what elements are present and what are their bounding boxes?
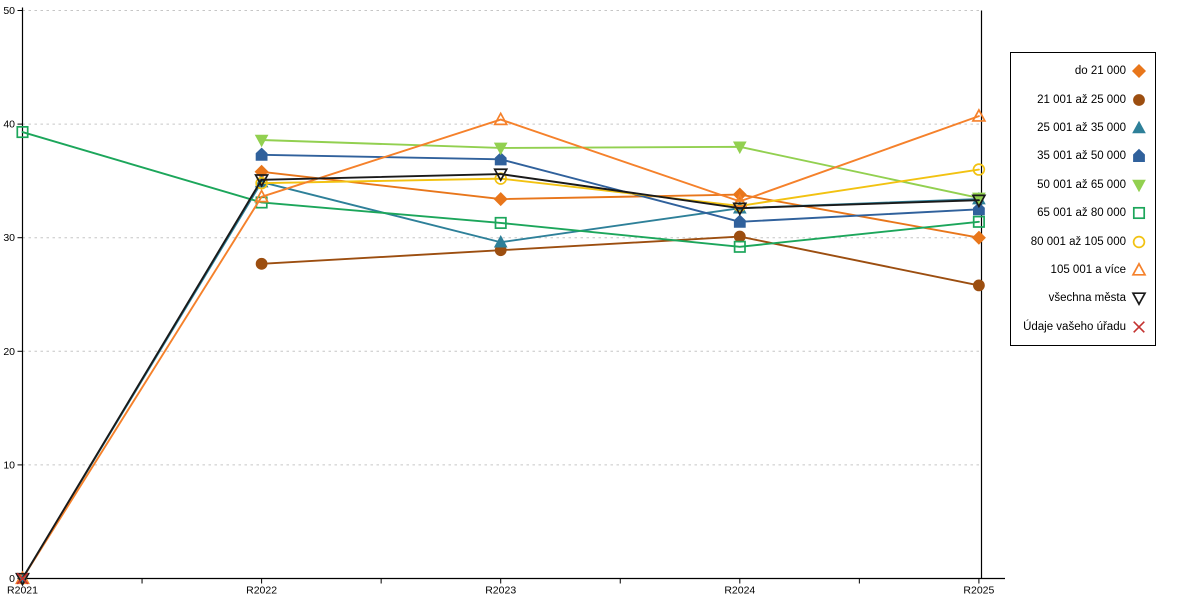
legend-item-80-001-az-105-000: 80 001 až 105 000 <box>1015 228 1147 256</box>
data-point-21-001-az-25-000 <box>973 279 985 292</box>
series-line-65-001-az-80-000 <box>21 131 980 248</box>
series-line-80-001-az-105-000 <box>260 168 980 207</box>
legend-glyph <box>1132 120 1146 134</box>
legend-marker-vsechna-mesta-icon <box>1131 292 1147 307</box>
legend-marker-udaje-vaseho-uradu-icon <box>1133 320 1145 333</box>
data-point-65-001-az-80-000 <box>494 216 507 229</box>
data-point-105-001-a-vice <box>732 193 748 207</box>
data-point-50-001-az-65-000 <box>493 142 508 156</box>
legend-item-udaje-vaseho-uradu: Údaje vašeho úřadu <box>1015 313 1147 341</box>
legend-label-50-001-az-65-000: 50 001 až 65 000 <box>1037 178 1126 191</box>
data-point-35-001-az-50-000 <box>494 152 507 166</box>
legend-item-35-001-az-50-000: 35 001 až 50 000 <box>1015 142 1147 170</box>
legend-marker-65-001-az-80-000-icon <box>1132 207 1146 220</box>
y-axis-tick-label: 50 <box>3 5 15 17</box>
legend-item-21-001-az-25-000: 21 001 až 25 000 <box>1015 86 1147 114</box>
series-line-21-001-az-25-000 <box>260 235 980 287</box>
legend-label-udaje-vaseho-uradu: Údaje vašeho úřadu <box>1023 320 1126 333</box>
legend-item-50-001-az-65-000: 50 001 až 65 000 <box>1015 171 1147 199</box>
legend-glyph <box>1133 149 1145 163</box>
x-axis-tick-label: R2023 <box>485 585 516 597</box>
legend-marker-do-21-000-icon <box>1131 64 1147 79</box>
x-axis-tick-label: R2022 <box>246 585 277 597</box>
legend-marker-80-001-az-105-000-icon <box>1132 235 1146 248</box>
legend-glyph <box>1131 64 1147 79</box>
legend-item-25-001-az-35-000: 25 001 až 35 000 <box>1015 114 1147 142</box>
x-axis-tick-label: R2025 <box>963 585 994 597</box>
legend-label-21-001-az-25-000: 21 001 až 25 000 <box>1037 93 1126 106</box>
series-line-50-001-az-65-000 <box>260 139 980 199</box>
data-point-udaje-vaseho-uradu <box>16 572 29 585</box>
chart-legend: do 21 000 21 001 až 25 000 25 001 až 35 00… <box>1010 52 1156 346</box>
data-point-vsechna-mesta <box>971 194 987 209</box>
data-point-65-001-az-80-000 <box>16 126 29 139</box>
x-axis-tick-label: R2021 <box>7 585 38 597</box>
legend-glyph <box>1132 179 1146 192</box>
legend-label-vsechna-mesta: všechna města <box>1048 292 1126 305</box>
data-point-65-001-az-80-000 <box>733 240 746 253</box>
legend-glyph <box>1133 320 1145 333</box>
legend-glyph <box>1131 292 1147 307</box>
legend-item-65-001-az-80-000: 65 001 až 80 000 <box>1015 199 1147 227</box>
data-point-35-001-az-50-000 <box>733 214 746 228</box>
legend-glyph <box>1131 261 1147 276</box>
data-point-80-001-az-105-000 <box>255 176 268 190</box>
legend-marker-50-001-az-65-000-icon <box>1132 179 1146 192</box>
y-axis-tick-label: 0 <box>9 573 15 585</box>
data-point-21-001-az-25-000 <box>255 257 268 270</box>
legend-glyph <box>1133 93 1145 106</box>
data-point-vsechna-mesta <box>493 168 509 183</box>
y-axis-tick-label: 40 <box>3 119 15 131</box>
legend-item-105-001-a-vice: 105 001 a více <box>1015 256 1147 284</box>
legend-marker-35-001-az-50-000-icon <box>1133 149 1145 163</box>
legend-glyph <box>1132 235 1146 248</box>
legend-marker-21-001-az-25-000-icon <box>1133 93 1145 106</box>
y-axis-tick-label: 10 <box>3 459 15 471</box>
data-point-vsechna-mesta <box>732 202 748 217</box>
y-axis-tick-label: 20 <box>3 346 15 358</box>
x-axis-tick-label: R2024 <box>724 585 755 597</box>
data-point-vsechna-mesta <box>15 572 30 587</box>
data-point-105-001-a-vice <box>971 108 987 122</box>
data-point-105-001-a-vice <box>254 188 270 203</box>
y-axis-tick-label: 30 <box>3 232 15 244</box>
legend-label-80-001-az-105-000: 80 001 až 105 000 <box>1030 235 1126 248</box>
data-point-50-001-az-65-000 <box>254 134 269 148</box>
series-line-105-001-a-vice <box>21 115 980 580</box>
legend-glyph <box>1132 207 1146 220</box>
legend-label-35-001-az-50-000: 35 001 až 50 000 <box>1037 150 1126 163</box>
data-point-do-21-000 <box>493 192 508 207</box>
data-point-80-001-az-105-000 <box>972 163 986 176</box>
data-point-21-001-az-25-000 <box>733 230 746 243</box>
series-line-vsechna-mesta <box>21 173 980 580</box>
data-point-65-001-az-80-000 <box>972 215 985 228</box>
data-point-do-21-000 <box>971 230 986 245</box>
legend-item-vsechna-mesta: všechna města <box>1015 284 1147 312</box>
data-point-35-001-az-50-000 <box>973 202 985 216</box>
legend-marker-25-001-az-35-000-icon <box>1132 120 1146 134</box>
legend-marker-105-001-a-vice-icon <box>1131 261 1147 276</box>
legend-label-do-21-000: do 21 000 <box>1074 65 1126 78</box>
data-point-35-001-az-50-000 <box>255 147 268 161</box>
data-point-vsechna-mesta <box>254 174 270 188</box>
data-point-25-001-az-35-000 <box>493 234 508 248</box>
legend-label-105-001-a-vice: 105 001 a více <box>1050 263 1126 276</box>
data-point-105-001-a-vice <box>493 111 509 126</box>
legend-label-25-001-az-35-000: 25 001 až 35 000 <box>1037 121 1126 134</box>
legend-item-do-21-000: do 21 000 <box>1015 57 1147 85</box>
legend-label-65-001-az-80-000: 65 001 až 80 000 <box>1037 207 1126 220</box>
data-point-50-001-az-65-000 <box>732 141 747 155</box>
